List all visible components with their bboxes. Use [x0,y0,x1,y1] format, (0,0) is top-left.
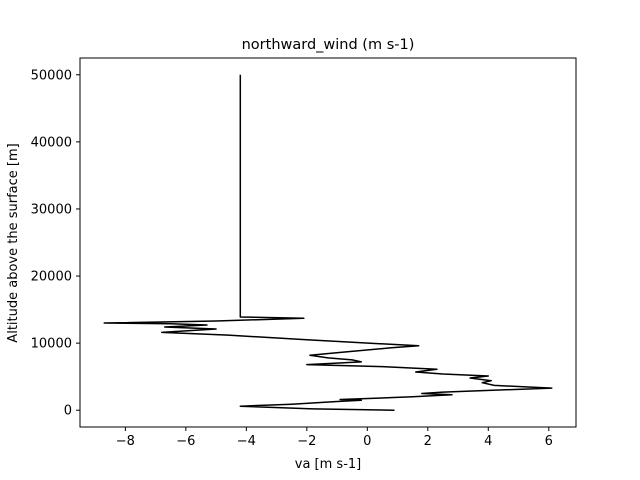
x-axis-ticks: −8 −6 −4 −2 0 2 4 6 [116,427,553,449]
y-tick-label: 0 [64,404,72,419]
chart-title: northward_wind (m s-1) [242,37,415,53]
series-line-0 [103,74,553,411]
y-tick-label: 40000 [31,135,72,150]
y-axis-label: Altitude above the surface [m] [6,143,21,342]
x-tick-label: 0 [363,434,371,449]
y-tick-label: 10000 [31,337,72,352]
y-tick-label: 30000 [31,202,72,217]
data-layer [103,74,553,411]
x-tick-label: 4 [484,434,492,449]
x-axis-label: va [m s-1] [295,457,361,472]
plot-frame [79,57,577,428]
x-tick-label: 2 [424,434,432,449]
y-tick-label: 50000 [31,68,72,83]
plot-area [80,58,576,427]
x-tick-label: −6 [176,434,195,449]
x-tick-label: −4 [237,434,256,449]
y-tick-label: 20000 [31,270,72,285]
x-tick-label: 6 [545,434,553,449]
y-axis-ticks: 0 10000 20000 30000 40000 50000 [31,68,80,419]
x-tick-label: −2 [297,434,316,449]
x-tick-label: −8 [116,434,135,449]
